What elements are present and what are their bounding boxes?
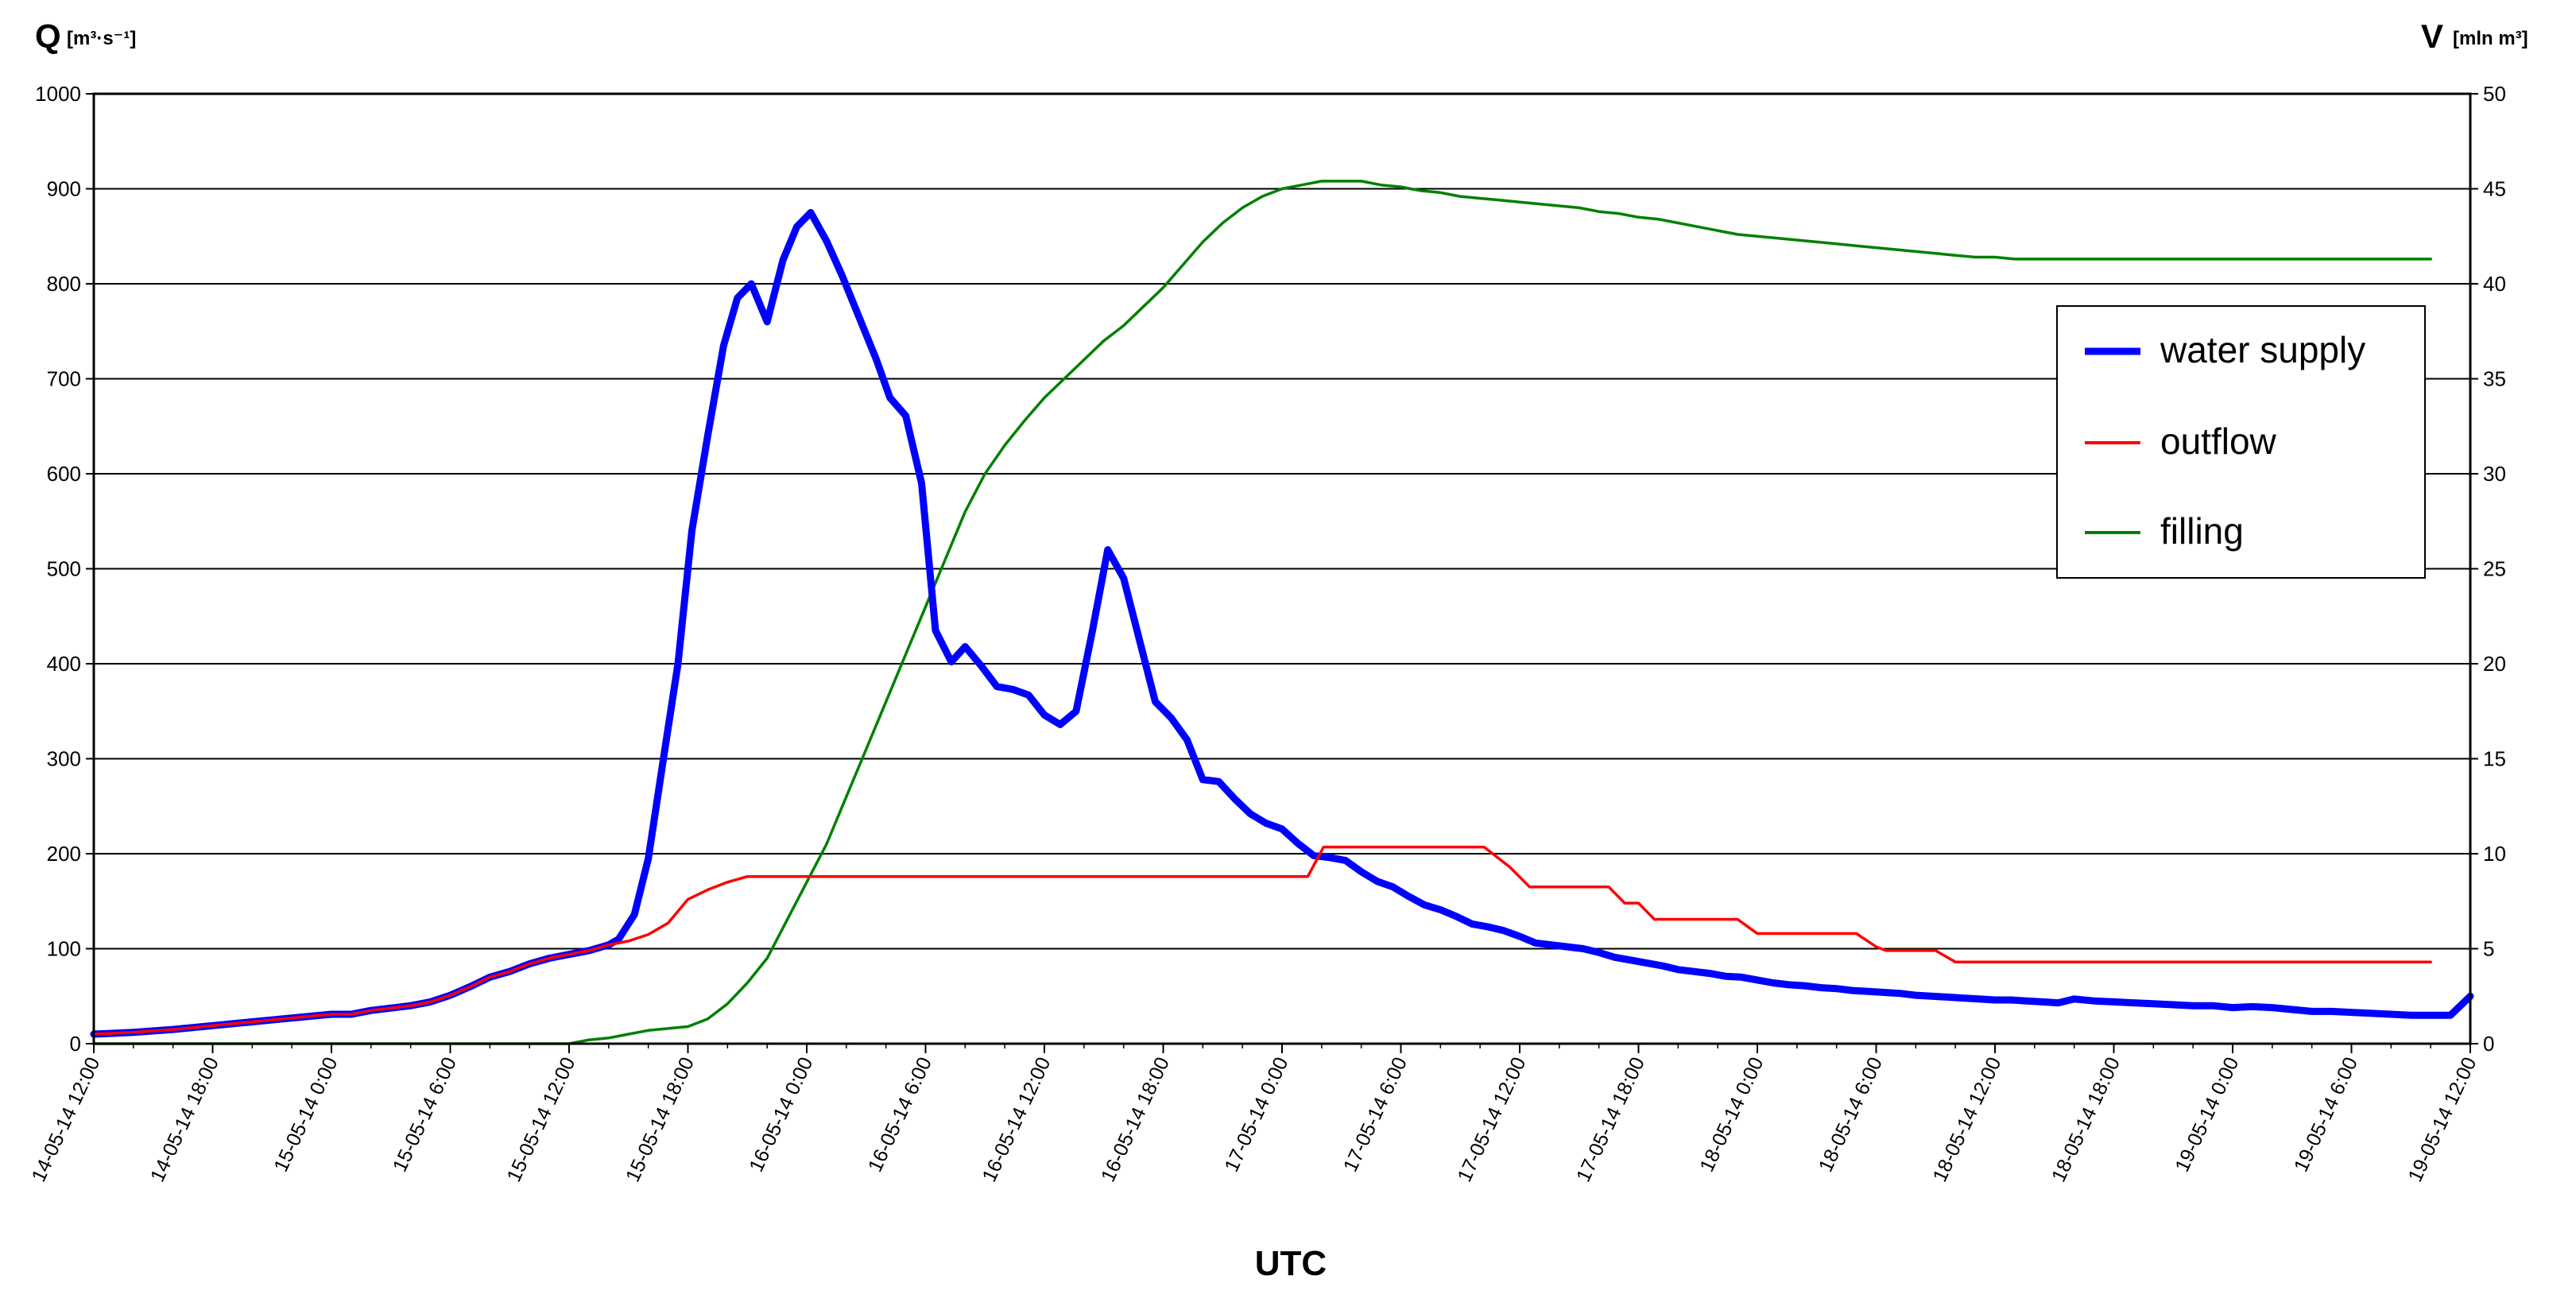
right-tick-label: 0: [2483, 1032, 2494, 1056]
filling-line: [92, 180, 2432, 1045]
x-tick-label: 19-05-14 0:00: [2171, 1054, 2243, 1176]
left-tick-label: 500: [47, 557, 81, 581]
left-axis-label-unit: [m³·s⁻¹]: [67, 28, 136, 49]
legend-label-water-supply: water supply: [2160, 329, 2365, 370]
left-tick-label: 800: [47, 272, 81, 296]
x-tick-label: 16-05-14 18:00: [1097, 1054, 1174, 1186]
right-tick-label: 35: [2483, 367, 2506, 391]
x-tick-label: 15-05-14 6:00: [389, 1054, 461, 1176]
right-tick-label: 5: [2483, 937, 2494, 961]
x-tick-label: 18-05-14 18:00: [2047, 1054, 2125, 1186]
right-tick-label: 25: [2483, 557, 2506, 581]
right-axis-ticks: 0 5 10 15 20 25 30 35 40 45 50: [2470, 82, 2506, 1056]
series-layer: [90, 180, 2474, 1045]
left-axis-label-main: Q: [35, 17, 61, 55]
x-axis-ticks: 14-05-14 12:00 14-05-14 18:00 15-05-14 0:0…: [27, 1044, 2481, 1185]
x-tick-label: 16-05-14 6:00: [864, 1054, 936, 1176]
left-tick-label: 100: [47, 937, 81, 961]
left-tick-label: 700: [47, 367, 81, 391]
left-tick-label: 300: [47, 747, 81, 771]
x-tick-label: 15-05-14 0:00: [269, 1054, 342, 1176]
right-tick-label: 15: [2483, 747, 2506, 771]
right-tick-label: 40: [2483, 272, 2506, 296]
right-tick-label: 30: [2483, 462, 2506, 486]
x-tick-label: 15-05-14 12:00: [502, 1054, 579, 1186]
x-tick-label: 18-05-14 6:00: [1815, 1054, 1887, 1176]
x-tick-label: 14-05-14 18:00: [146, 1054, 223, 1186]
x-axis-label: UTC: [1255, 1244, 1327, 1283]
right-axis-label-unit: [mln m³]: [2453, 28, 2528, 49]
x-tick-label: 18-05-14 0:00: [1695, 1054, 1768, 1176]
x-tick-label: 18-05-14 12:00: [1928, 1054, 2005, 1186]
x-tick-label: 17-05-14 6:00: [1339, 1054, 1412, 1176]
outflow-line: [92, 845, 2432, 1036]
x-tick-label: 14-05-14 12:00: [27, 1054, 104, 1186]
x-tick-label: 16-05-14 12:00: [978, 1054, 1055, 1186]
left-tick-label: 200: [47, 842, 81, 866]
legend-label-filling: filling: [2160, 510, 2244, 552]
x-tick-label: 16-05-14 0:00: [745, 1054, 817, 1176]
x-tick-label: 17-05-14 12:00: [1453, 1054, 1530, 1186]
right-tick-label: 45: [2483, 177, 2506, 201]
right-tick-label: 50: [2483, 82, 2506, 106]
left-tick-label: 0: [70, 1032, 81, 1056]
x-tick-label: 17-05-14 0:00: [1220, 1054, 1292, 1176]
right-tick-label: 10: [2483, 842, 2506, 866]
x-tick-label: 19-05-14 6:00: [2290, 1054, 2362, 1176]
legend: water supply outflow filling: [2056, 305, 2426, 579]
left-tick-label: 600: [47, 462, 81, 486]
right-tick-label: 20: [2483, 652, 2506, 676]
x-tick-label: 17-05-14 18:00: [1572, 1054, 1649, 1186]
x-tick-label: 19-05-14 12:00: [2404, 1054, 2481, 1186]
left-tick-label: 400: [47, 652, 81, 676]
left-tick-label: 900: [47, 177, 81, 201]
right-axis-label-main: V: [2421, 17, 2443, 55]
left-axis-ticks: 0 100 200 300 400 500 600 700 800 900 1000: [35, 82, 94, 1056]
water-supply-line: [90, 208, 2474, 1038]
left-tick-label: 1000: [35, 82, 81, 106]
legend-label-outflow: outflow: [2160, 420, 2277, 462]
x-tick-label: 15-05-14 18:00: [622, 1054, 699, 1186]
